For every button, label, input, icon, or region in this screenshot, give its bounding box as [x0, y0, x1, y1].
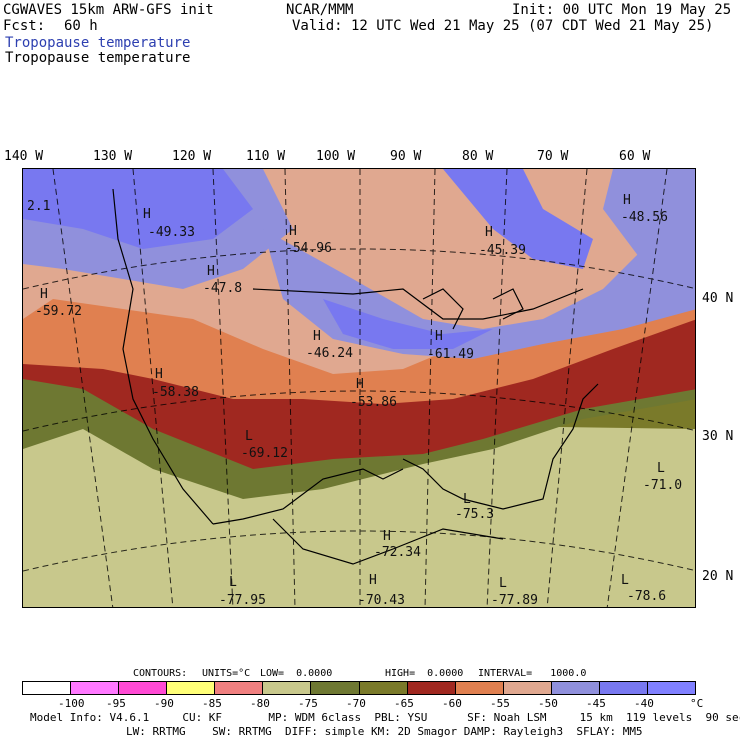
colorbar-swatch: [263, 682, 312, 694]
colorbar-label: -45: [586, 697, 606, 710]
extremum-letter: L: [657, 461, 665, 476]
corner-value: 2.1: [27, 199, 51, 214]
lat-label: 20 N: [702, 569, 734, 584]
lon-label: 70 W: [537, 149, 569, 164]
colorbar-swatch: [119, 682, 168, 694]
colorbar-label: -80: [250, 697, 270, 710]
extremum-letter: L: [229, 575, 237, 590]
colorbar-label: -70: [346, 697, 366, 710]
lon-label: 120 W: [172, 149, 212, 164]
colorbar-swatch: [23, 682, 72, 694]
colorbar-swatch: [551, 682, 600, 694]
model-info-line2: LW: RRTMG SW: RRTMG DIFF: simple KM: 2D …: [126, 725, 643, 738]
extremum-letter: H: [207, 264, 215, 279]
forecast-label: Fcst:: [3, 18, 46, 34]
colorbar-label: -40: [634, 697, 654, 710]
model-title: CGWAVES 15km ARW-GFS init: [3, 2, 214, 18]
colorbar-unit: °C: [690, 697, 704, 710]
extremum-letter: H: [623, 193, 631, 208]
extremum-value: -70.43: [358, 593, 405, 608]
extremum-value: -54.96: [285, 241, 332, 256]
extremum-value: -71.0: [643, 478, 683, 493]
extremum-value: -61.49: [427, 347, 474, 362]
extremum-letter: H: [155, 367, 163, 382]
field-title: Tropopause temperature: [5, 50, 191, 66]
field-title-blue: Tropopause temperature: [5, 35, 191, 51]
extremum-letter: H: [289, 224, 297, 239]
colorbar-swatch: [455, 682, 504, 694]
temperature-field: [23, 169, 695, 607]
colorbar-swatch: [503, 682, 552, 694]
extremum-value: -72.34: [374, 545, 421, 560]
extremum-value: -48.56: [621, 210, 668, 225]
colorbar-label: -75: [298, 697, 318, 710]
forecast-hour: 60 h: [64, 18, 98, 34]
colorbar-label: -60: [442, 697, 462, 710]
contours-interval: INTERVAL= 1000.0: [478, 668, 587, 679]
contours-high: HIGH= 0.0000: [385, 668, 464, 679]
extremum-value: -78.6: [627, 589, 667, 604]
extremum-value: -58.38: [152, 385, 199, 400]
lon-label: 60 W: [619, 149, 651, 164]
extremum-value: -53.86: [350, 395, 397, 410]
lat-label: 30 N: [702, 429, 734, 444]
colorbar-label: -90: [154, 697, 174, 710]
extremum-letter: H: [435, 329, 443, 344]
colorbar-swatch: [648, 682, 696, 694]
organization: NCAR/MMM: [286, 2, 354, 18]
extremum-letter: L: [463, 492, 471, 507]
extremum-value: -47.8: [203, 281, 243, 296]
extremum-value: -49.33: [148, 225, 195, 240]
valid-time: Valid: 12 UTC Wed 21 May 25 (07 CDT Wed …: [292, 18, 714, 34]
extremum-value: -59.72: [35, 304, 82, 319]
lon-label: 140 W: [4, 149, 44, 164]
extremum-letter: L: [499, 576, 507, 591]
lon-label: 130 W: [93, 149, 133, 164]
extremum-value: -45.39: [479, 243, 526, 258]
contours-low: LOW= 0.0000: [260, 668, 333, 679]
lon-label: 110 W: [246, 149, 286, 164]
colorbar-swatch: [599, 682, 649, 694]
lon-label: 80 W: [462, 149, 494, 164]
colorbar-swatch: [359, 682, 408, 694]
extremum-letter: L: [245, 429, 253, 444]
colorbar-label: -55: [490, 697, 510, 710]
lat-label: 40 N: [702, 291, 734, 306]
colorbar-swatch: [407, 682, 456, 694]
colorbar-swatch: [167, 682, 216, 694]
extremum-letter: H: [356, 377, 364, 392]
extremum-letter: H: [485, 225, 493, 240]
extremum-letter: H: [369, 573, 377, 588]
extremum-letter: H: [143, 207, 151, 222]
extremum-value: -75.3: [455, 507, 495, 522]
extremum-value: -77.95: [219, 593, 266, 608]
colorbar-label: -95: [106, 697, 126, 710]
extremum-letter: H: [40, 287, 48, 302]
map-panel: 2.1 H -49.33 H -54.96 H -45.39 H -48.56 …: [22, 168, 696, 608]
extremum-value: -69.12: [241, 446, 288, 461]
colorbar: [22, 681, 696, 695]
colorbar-label: -85: [202, 697, 222, 710]
contours-units: UNITS=°C: [202, 668, 251, 679]
extremum-value: -46.24: [306, 346, 353, 361]
init-time: Init: 00 UTC Mon 19 May 25: [512, 2, 732, 18]
extremum-letter: H: [313, 329, 321, 344]
lon-label: 100 W: [316, 149, 356, 164]
lon-label: 90 W: [390, 149, 422, 164]
colorbar-label: -50: [538, 697, 558, 710]
extremum-letter: L: [621, 573, 629, 588]
colorbar-swatch: [311, 682, 360, 694]
contours-label: CONTOURS:: [133, 668, 188, 679]
colorbar-swatch: [215, 682, 264, 694]
extremum-value: -77.89: [491, 593, 538, 608]
colorbar-swatch: [71, 682, 120, 694]
colorbar-label: -65: [394, 697, 414, 710]
colorbar-label: -100: [58, 697, 85, 710]
extremum-letter: H: [383, 529, 391, 544]
model-info-line1: Model Info: V4.6.1 CU: KF MP: WDM 6class…: [30, 711, 740, 724]
